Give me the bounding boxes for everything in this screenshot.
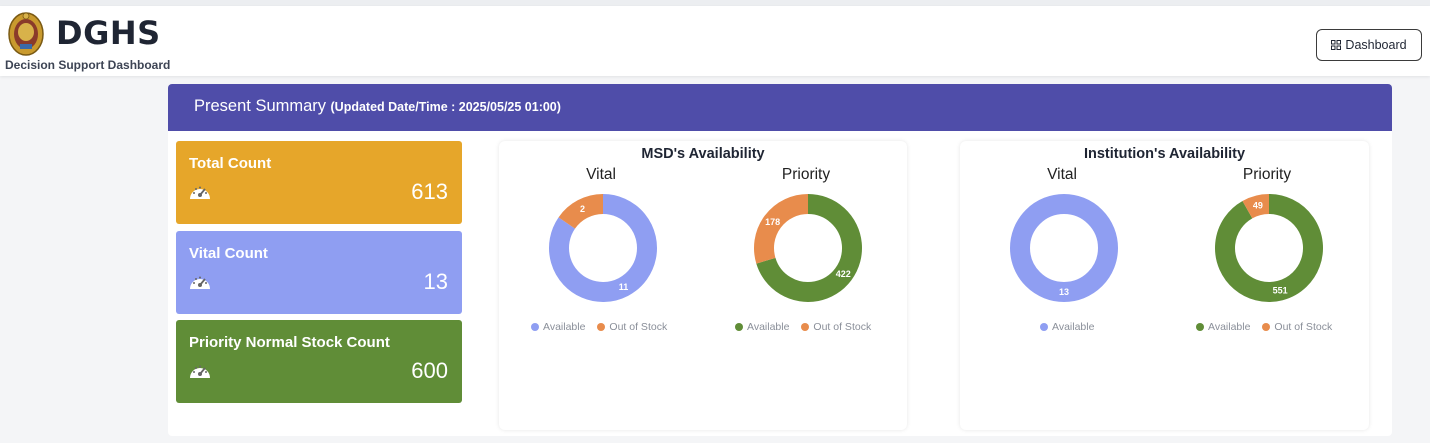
donut-segment-available[interactable] (1010, 194, 1118, 302)
legend-label: Available (1208, 321, 1251, 333)
legend-item-out-of-stock[interactable]: Out of Stock (801, 321, 871, 333)
msd-priority-donut: 422 178 (754, 194, 862, 302)
donut-segment-out-of-stock[interactable] (1242, 194, 1270, 219)
legend-dot (531, 323, 539, 331)
legend-label: Out of Stock (609, 321, 668, 333)
institution-vital-legend: Available (1040, 321, 1094, 333)
donut-value-label: 13 (1059, 287, 1069, 297)
donut-segment-available[interactable] (1215, 194, 1323, 302)
app-header: DGHS Decision Support Dashboard Dashboar… (0, 6, 1430, 76)
legend-item-available[interactable]: Available (1196, 321, 1250, 333)
chart-title: MSD's Availability (641, 146, 765, 162)
donut-value-label: 2 (580, 204, 585, 214)
legend-label: Available (1052, 321, 1095, 333)
donut-value-label: 551 (1273, 286, 1288, 296)
total-count-card: Total Count 613 (176, 141, 462, 224)
institution-availability-chart: Institution's Availability Vital Priorit… (960, 141, 1369, 430)
emblem-logo (8, 12, 44, 56)
donut-value-label: 11 (619, 282, 629, 292)
vital-subtitle: Vital (1047, 166, 1077, 183)
legend-dot (735, 323, 743, 331)
summary-title: Present Summary (Updated Date/Time : 202… (194, 97, 561, 116)
legend-label: Out of Stock (1274, 321, 1333, 333)
msd-vital-legend: Available Out of Stock (531, 321, 667, 333)
legend-item-available[interactable]: Available (1040, 321, 1094, 333)
institution-priority-legend: Available Out of Stock (1196, 321, 1332, 333)
donut-value-label: 422 (836, 269, 851, 279)
msd-vital-donut: 11 2 (549, 194, 657, 302)
priority-normal-stock-card: Priority Normal Stock Count 600 (176, 320, 462, 403)
vital-subtitle: Vital (586, 166, 616, 183)
msd-availability-chart: MSD's Availability Vital Priority 11 2 42… (499, 141, 907, 430)
summary-header: Present Summary (Updated Date/Time : 202… (168, 84, 1392, 131)
donut-segment-available[interactable] (549, 194, 657, 302)
brand-title: DGHS (56, 14, 161, 52)
donut-segment-out-of-stock[interactable] (754, 194, 809, 264)
dashboard-button-label: Dashboard (1345, 38, 1407, 52)
legend-label: Available (747, 321, 790, 333)
donut-value-label: 49 (1253, 200, 1263, 210)
legend-label: Available (543, 321, 586, 333)
dashboard-button[interactable]: Dashboard (1316, 29, 1422, 61)
legend-label: Out of Stock (813, 321, 872, 333)
card-label: Total Count (189, 155, 272, 172)
top-strip (0, 0, 1430, 6)
gauge-icon (190, 186, 210, 199)
card-value: 13 (423, 269, 448, 294)
vital-count-card: Vital Count 13 (176, 231, 462, 314)
chart-title: Institution's Availability (1083, 146, 1246, 162)
card-label: Priority Normal Stock Count (189, 334, 390, 351)
legend-dot (1196, 323, 1204, 331)
legend-dot (801, 323, 810, 331)
app-subtitle: Decision Support Dashboard (5, 58, 171, 72)
summary-title-text: Present Summary (194, 97, 327, 115)
legend-dot (1262, 323, 1271, 331)
priority-subtitle: Priority (1242, 166, 1292, 183)
msd-priority-legend: Available Out of Stock (735, 321, 871, 333)
legend-item-available[interactable]: Available (531, 321, 585, 333)
legend-dot (597, 323, 606, 331)
priority-subtitle: Priority (781, 166, 831, 183)
donut-value-label: 178 (765, 217, 780, 227)
card-value: 613 (411, 179, 448, 204)
grid-icon (1331, 40, 1342, 50)
legend-item-out-of-stock[interactable]: Out of Stock (597, 321, 667, 333)
donut-segment-out-of-stock[interactable] (558, 194, 604, 230)
legend-item-out-of-stock[interactable]: Out of Stock (1262, 321, 1332, 333)
card-label: Vital Count (189, 245, 268, 262)
gauge-icon (190, 276, 210, 289)
legend-item-available[interactable]: Available (735, 321, 789, 333)
institution-priority-donut: 551 49 (1215, 194, 1323, 302)
present-summary-panel: Present Summary (Updated Date/Time : 202… (168, 84, 1392, 436)
summary-updated: (Updated Date/Time : 2025/05/25 01:00) (330, 100, 561, 114)
institution-vital-donut: 13 (1010, 194, 1118, 302)
donut-segment-available[interactable] (756, 194, 862, 302)
card-value: 600 (411, 358, 448, 383)
gauge-icon (190, 365, 210, 378)
legend-dot (1040, 323, 1048, 331)
